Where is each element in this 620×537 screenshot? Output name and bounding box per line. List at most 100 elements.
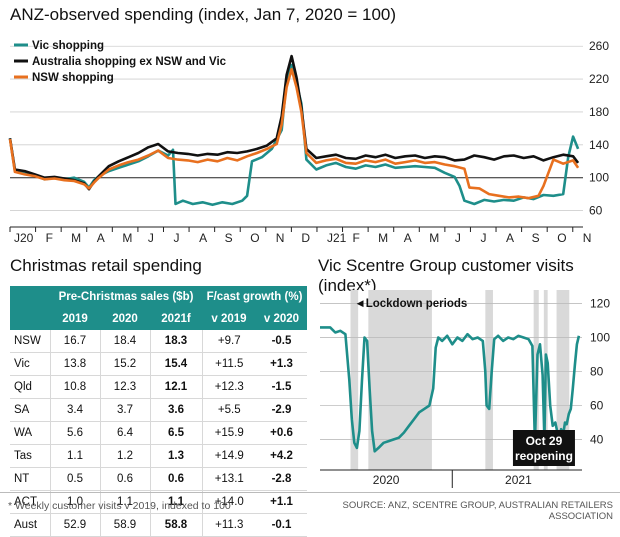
table-row: NT 0.5 0.6 0.6 +13.1 -2.8 <box>10 467 307 491</box>
x-tick-label: A <box>506 231 514 245</box>
state-cell: WA <box>14 427 33 439</box>
value-cell: 12.3 <box>99 375 150 399</box>
table-row: ACT 1.0 1.1 1.1 +14.0 +1.1 <box>10 490 307 514</box>
y-tick-label: 220 <box>589 72 609 86</box>
column-header: 2019 <box>62 313 88 325</box>
lockdown-label: ◄Lockdown periods <box>354 298 467 310</box>
value-cell: -1.5 <box>271 381 292 393</box>
x-tick-label: O <box>557 231 566 245</box>
y-tick-label: 180 <box>589 105 609 119</box>
value-cell: 13.8 <box>49 352 100 376</box>
value-cell: 18.4 <box>99 330 150 353</box>
x-tick-label: S <box>532 231 540 245</box>
value-cell: +12.3 <box>201 375 256 399</box>
table-row: Vic 13.8 15.2 15.4 +11.5 +1.3 <box>10 352 307 376</box>
x-tick-label: D <box>301 231 310 245</box>
group-header-growth: F/cast growth (%) <box>206 291 303 303</box>
x-tick-label: O <box>250 231 259 245</box>
value-cell: 1.3 <box>149 444 202 468</box>
x-tick-label: F <box>46 231 53 245</box>
value-cell: 18.3 <box>149 330 202 353</box>
value-cell: +14.9 <box>201 444 256 468</box>
x-tick-label: J <box>480 231 486 245</box>
x-tick-label: J <box>455 231 461 245</box>
x-tick-label: M <box>429 231 439 245</box>
y-tick-label: 60 <box>589 204 603 218</box>
series-line-0 <box>8 63 580 207</box>
spending-line-chart: 260 220 180 140 100 60 J20 F M A M J J A S O N D J21 F M A M J J… <box>8 39 609 245</box>
footnote: * Weekly customer visits v 2019, indexed… <box>8 500 231 512</box>
value-cell: 6.4 <box>99 421 150 445</box>
state-cell: Tas <box>14 450 32 462</box>
table-row: WA 5.6 6.4 6.5 +15.9 +0.6 <box>10 421 307 445</box>
value-cell: 0.6 <box>149 467 202 491</box>
x-tick-label: M <box>122 231 132 245</box>
value-cell: 1.0 <box>49 490 100 514</box>
footer-divider <box>0 492 620 493</box>
x-tick-label: 2020 <box>373 473 400 487</box>
lockdown-band <box>350 290 359 470</box>
value-cell: 52.9 <box>49 513 100 537</box>
y-tick-label: 100 <box>590 331 610 345</box>
value-cell: 1.1 <box>149 490 202 514</box>
table-group-header-row: Pre-Christmas sales ($b) F/cast growth (… <box>10 286 307 308</box>
value-cell: 12.1 <box>149 375 202 399</box>
value-cell: 58.9 <box>99 513 150 537</box>
value-cell: +0.6 <box>270 427 293 439</box>
state-cell: ACT <box>14 496 37 508</box>
x-tick-label: J <box>148 231 154 245</box>
annotation-line: Oct 29 <box>526 434 563 448</box>
value-cell: -2.8 <box>271 473 292 485</box>
annotation-line: reopening <box>515 449 573 463</box>
column-header: v 2019 <box>211 313 247 325</box>
value-cell: 16.7 <box>49 330 100 353</box>
column-header: v 2020 <box>263 313 300 325</box>
x-tick-label: A <box>199 231 207 245</box>
value-cell: 15.2 <box>99 352 150 376</box>
lockdown-band <box>485 290 493 470</box>
value-cell: 15.4 <box>149 352 202 376</box>
source-note: SOURCE: ANZ, SCENTRE GROUP, AUSTRALIAN R… <box>342 500 613 522</box>
legend-label: Australia shopping ex NSW and Vic <box>32 56 227 68</box>
value-cell: +13.1 <box>201 467 256 491</box>
y-tick-label: 40 <box>590 432 604 446</box>
y-tick-label: 60 <box>590 398 604 412</box>
value-cell: 3.4 <box>49 398 100 422</box>
series-line-2 <box>8 67 580 200</box>
value-cell: -0.5 <box>271 335 292 347</box>
value-cell: 1.1 <box>49 444 100 468</box>
table-column-header-row: 2019 2020 2021f v 2019 v 2020 <box>10 308 307 330</box>
state-cell: Qld <box>14 381 32 393</box>
table-title: Christmas retail spending <box>10 256 202 275</box>
value-cell: +15.9 <box>201 421 256 445</box>
x-tick-label: F <box>353 231 360 245</box>
visits-series-line <box>320 326 581 453</box>
value-cell: 5.6 <box>49 421 100 445</box>
x-tick-label: J <box>173 231 179 245</box>
table-row: Aust 52.9 58.9 58.8 +11.3 -0.1 <box>10 513 307 537</box>
x-tick-label: M <box>378 231 388 245</box>
value-cell: +1.3 <box>270 358 293 370</box>
retail-spending-table: Pre-Christmas sales ($b) F/cast growth (… <box>10 286 307 537</box>
value-cell: +14.0 <box>201 490 256 514</box>
state-cell: NT <box>14 473 30 485</box>
visits-line-chart: 120 100 80 60 40 2020 2021 ◄Lockdown periods Oct… <box>320 290 610 488</box>
table-row: NSW 16.7 18.4 18.3 +9.7 -0.5 <box>10 330 307 353</box>
value-cell: 1.1 <box>99 490 150 514</box>
retail-table-wrapper: Pre-Christmas sales ($b) F/cast growth (… <box>10 286 307 537</box>
value-cell: -0.1 <box>271 519 292 531</box>
x-tick-label: J20 <box>14 231 34 245</box>
value-cell: 0.6 <box>99 467 150 491</box>
column-header: 2021f <box>161 313 191 325</box>
value-cell: +11.3 <box>201 513 256 537</box>
group-header-sales: Pre-Christmas sales ($b) <box>58 291 194 303</box>
state-cell: Vic <box>14 358 30 370</box>
table-row: Tas 1.1 1.2 1.3 +14.9 +4.2 <box>10 444 307 468</box>
x-tick-label: 2021 <box>505 473 532 487</box>
x-tick-label: J21 <box>327 231 347 245</box>
state-cell: NSW <box>14 335 41 347</box>
y-tick-label: 80 <box>590 365 604 379</box>
column-header: 2020 <box>112 313 138 325</box>
value-cell: 6.5 <box>149 421 202 445</box>
table-row: SA 3.4 3.7 3.6 +5.5 -2.9 <box>10 398 307 422</box>
